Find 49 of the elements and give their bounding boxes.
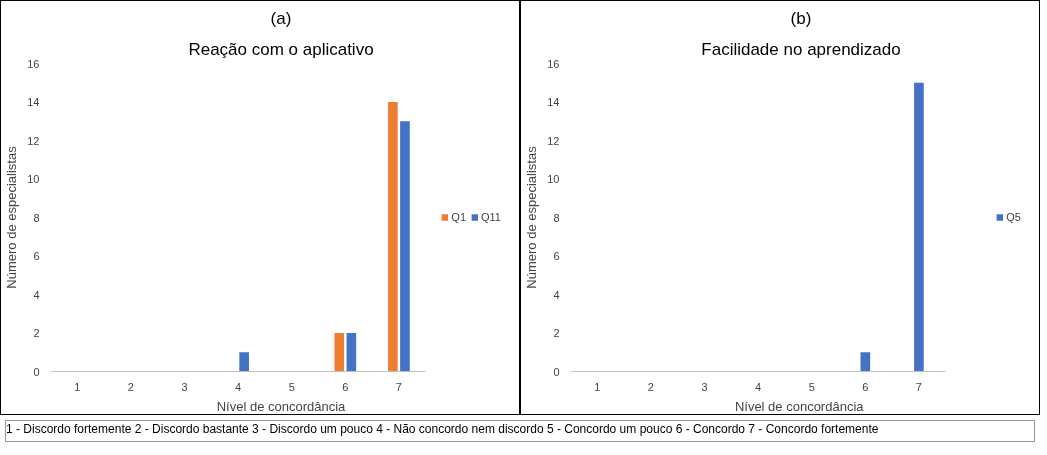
y-tick-label: 4 (553, 288, 560, 301)
x-tick-label: 7 (915, 380, 922, 393)
y-axis-title: Número de especialistas (524, 145, 540, 289)
text: (b) (790, 8, 812, 28)
y-tick-label: 4 (33, 288, 40, 301)
x-tick-label: 3 (701, 380, 708, 393)
y-tick-label: 16 (27, 57, 40, 70)
x-tick-label: 6 (342, 380, 349, 393)
bar (239, 352, 249, 372)
y-tick-label: 8 (33, 211, 40, 224)
y-tick-label: 14 (547, 96, 560, 108)
y-tick-label: 0 (553, 365, 560, 378)
x-tick-label: 7 (395, 380, 402, 393)
y-tick-label: 2 (553, 327, 560, 339)
y-tick-label: 0 (33, 365, 40, 378)
y-tick-label: 8 (553, 211, 560, 224)
x-tick-label: 1 (74, 380, 81, 393)
y-axis-title: Número de especialistas (4, 145, 20, 289)
y-tick-label: 10 (547, 173, 560, 185)
y-tick-label: 2 (33, 327, 40, 339)
bar (388, 102, 398, 372)
y-tick-label: 6 (33, 250, 40, 262)
y-tick-label: 6 (553, 250, 560, 262)
y-tick-label: 12 (27, 134, 40, 147)
y-tick-label: 10 (27, 173, 40, 185)
chart-title: Reação com o aplicativo (188, 39, 374, 59)
y-tick-label: 14 (27, 96, 40, 108)
x-axis-title: Nível de concordância (734, 398, 865, 414)
legend-label: Q1 (451, 211, 467, 223)
text: (a) (270, 8, 292, 28)
x-tick-label: 3 (181, 380, 188, 393)
x-tick-label: 2 (127, 380, 134, 393)
x-tick-label: 4 (755, 380, 762, 393)
legend-label: Q5 (1006, 211, 1021, 223)
y-tick-label: 16 (547, 57, 560, 70)
legend-label: Q11 (481, 211, 501, 223)
bar (334, 333, 345, 372)
x-axis-title: Nível de concordância (216, 398, 347, 414)
x-tick-label: 4 (235, 380, 242, 393)
bar (346, 333, 357, 372)
bar (400, 121, 410, 372)
y-tick-label: 12 (547, 134, 560, 147)
x-tick-label: 5 (808, 380, 815, 393)
x-tick-label: 1 (594, 380, 601, 393)
x-tick-label: 6 (862, 380, 869, 393)
text: 1 - Discordo fortemente 2 - Discordo bastante 3 - Discordo um pouco 4 - Não concordo nem discordo 5 - Concordo um pouco 6 - Concordo 7 - Concordo fortemente (6, 421, 879, 438)
chart-title: Facilidade no aprendizado (701, 39, 901, 59)
x-tick-label: 2 (647, 380, 654, 393)
x-tick-label: 5 (288, 380, 295, 393)
